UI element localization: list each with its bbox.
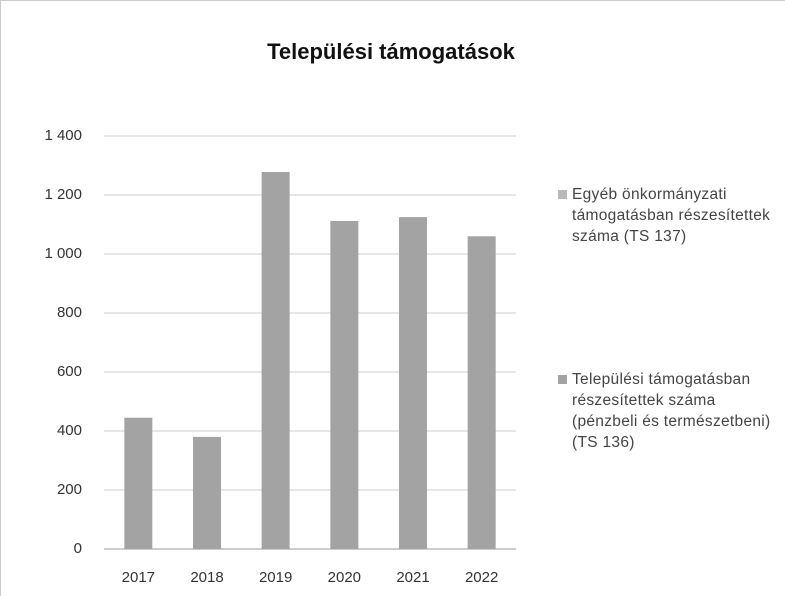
x-tick-label: 2017 [122,569,155,586]
bar [193,436,221,549]
chart-title: Települési támogatások [267,39,516,64]
x-tick-label: 2022 [465,569,498,586]
x-tick-label: 2020 [328,569,361,586]
y-tick-label: 400 [57,422,82,439]
x-tick-label: 2021 [396,569,429,586]
y-tick-label: 800 [57,304,82,321]
y-tick-label: 600 [57,363,82,380]
y-tick-label: 0 [74,540,82,557]
legend-label: Egyéb önkormányzati támogatásban részesí… [572,186,771,245]
bar [399,217,427,549]
bar [124,417,153,549]
legend-item: Egyéb önkormányzati támogatásban részesí… [558,184,773,247]
legend-swatch [558,190,567,199]
y-tick-label: 200 [57,481,82,498]
legend-swatch [558,375,567,384]
bar [330,220,359,549]
y-tick-label: 1 200 [44,186,82,203]
x-tick-label: 2018 [190,569,223,586]
bar [467,236,496,550]
legend-item: Települési támogatásban részesítettek sz… [558,369,773,453]
bar [261,171,290,550]
y-tick-label: 1 400 [44,127,82,144]
legend-label: Települési támogatásban részesítettek sz… [572,371,771,451]
y-tick-label: 1 000 [44,245,82,262]
x-tick-label: 2019 [259,569,292,586]
